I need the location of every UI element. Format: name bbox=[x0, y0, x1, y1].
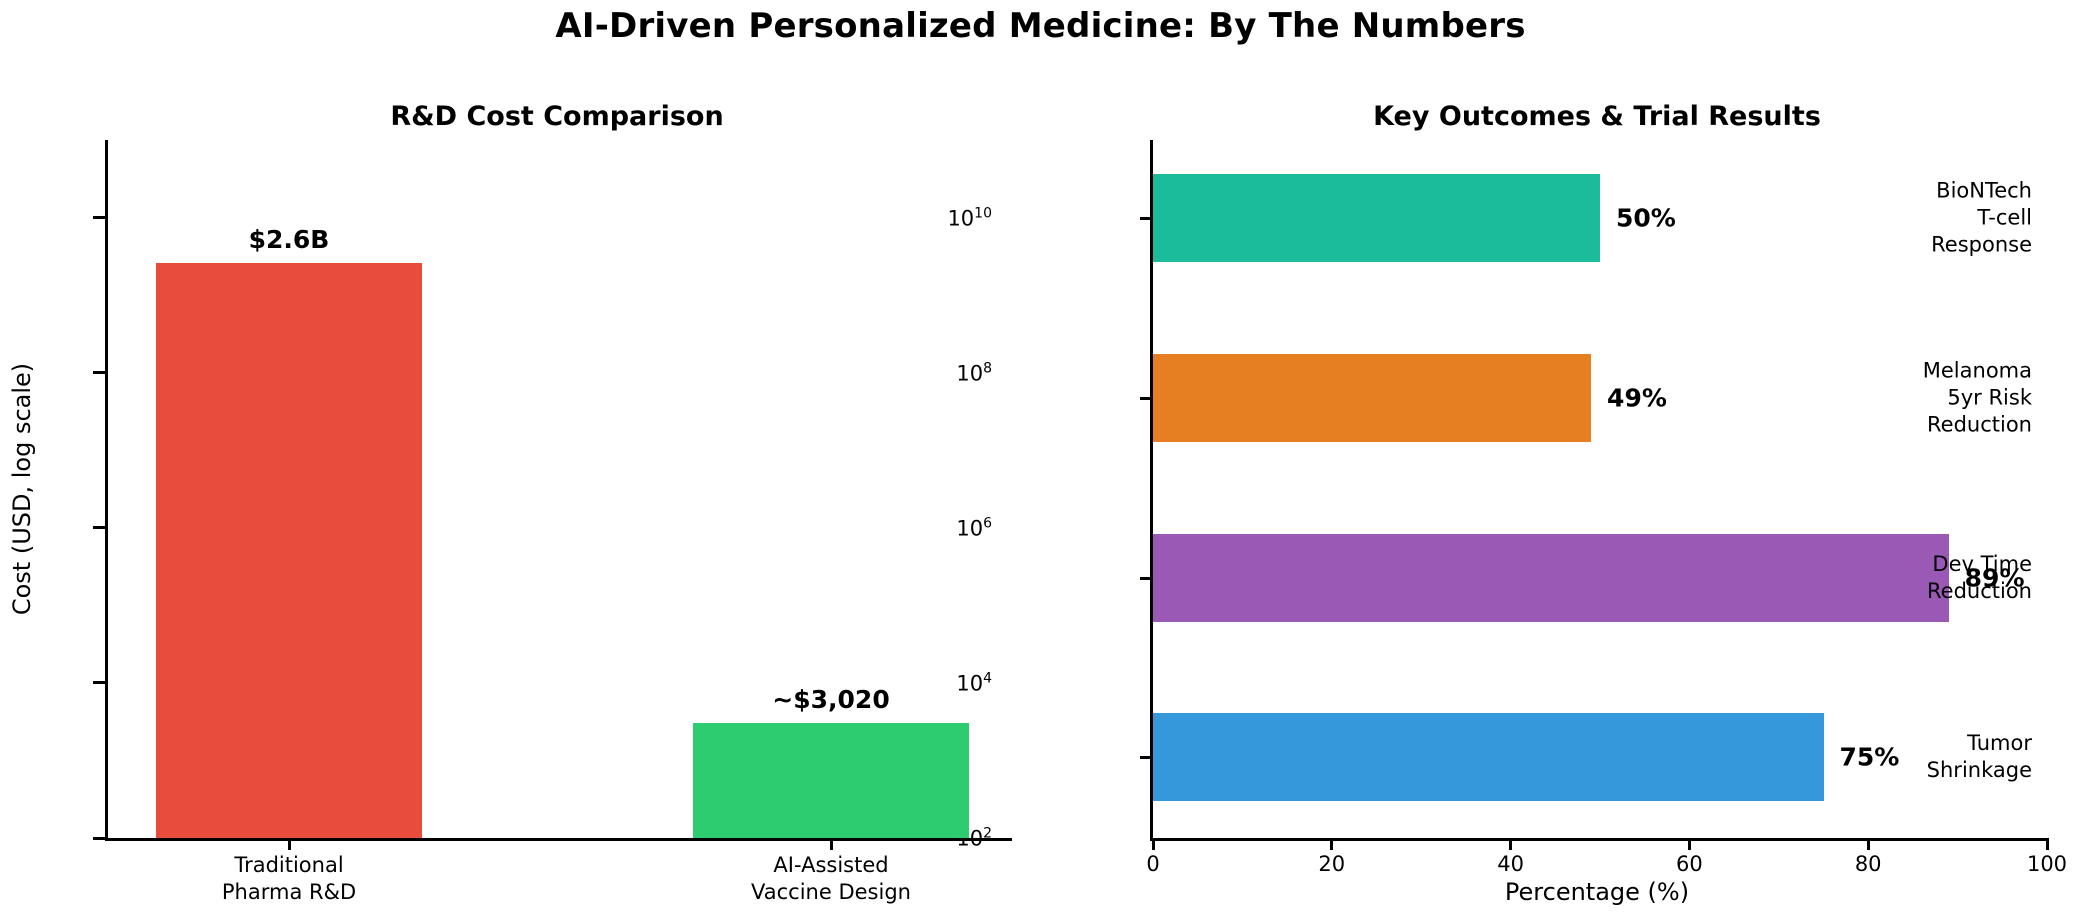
bar-percent-label: 50% bbox=[1616, 203, 1676, 233]
y-tick-mark bbox=[1140, 396, 1150, 400]
x-tick-mark bbox=[1687, 838, 1691, 850]
bar-percent-label: 49% bbox=[1607, 383, 1667, 413]
x-tick-mark bbox=[1509, 838, 1513, 850]
y-tick-label: 1010 bbox=[947, 205, 992, 231]
y-tick-mark bbox=[1140, 216, 1150, 220]
y-tick-label: 106 bbox=[956, 515, 992, 541]
y-category-label: Melanoma 5yr Risk Reduction bbox=[1922, 358, 2032, 437]
x-tick-mark bbox=[829, 838, 833, 850]
outcomes-axes: 0 20 40 60 80 100 50% BioNTech T-cell Response 49%… bbox=[1140, 140, 2067, 876]
y-category-label: Tumor Shrinkage bbox=[1926, 731, 2032, 782]
x-category-label: Traditional Pharma R&D bbox=[221, 853, 357, 904]
y-tick-mark bbox=[1140, 576, 1150, 580]
bar-value-label: $2.6B bbox=[248, 224, 330, 254]
figure-title: AI-Driven Personalized Medicine: By The … bbox=[555, 6, 1526, 46]
x-tick-label: 100 bbox=[2026, 852, 2068, 876]
y-category-label: Dev Time Reduction bbox=[1927, 552, 2032, 603]
y-tick-mark bbox=[93, 371, 105, 375]
bar-value-label: ~$3,020 bbox=[772, 685, 890, 715]
right-x-axis-label: Percentage (%) bbox=[1504, 878, 1690, 906]
x-tick-label: 80 bbox=[1854, 852, 1882, 876]
y-tick-mark bbox=[93, 836, 105, 840]
left-y-axis-label: Cost (USD, log scale) bbox=[8, 362, 36, 616]
bar-percent-label: 89% bbox=[1964, 563, 2025, 593]
y-tick-label: 104 bbox=[956, 670, 992, 696]
x-tick-mark bbox=[287, 838, 291, 850]
bar-percent-label: 75% bbox=[1839, 742, 1900, 772]
x-tick-mark bbox=[2045, 838, 2049, 850]
x-tick-mark bbox=[1151, 838, 1155, 850]
x-tick-label: 40 bbox=[1497, 852, 1524, 876]
outcome-bar bbox=[1153, 174, 1600, 262]
x-tick-label: 0 bbox=[1146, 852, 1160, 876]
cost-bar bbox=[693, 723, 969, 838]
cost-comparison-axes: 1010 108 106 104 102 $2.6B Traditional Pharma R… bbox=[93, 140, 1012, 904]
x-tick-mark bbox=[1866, 838, 1870, 850]
outcome-bar bbox=[1153, 713, 1824, 801]
x-tick-label: 20 bbox=[1318, 852, 1346, 876]
outcome-bar bbox=[1153, 354, 1592, 442]
y-tick-mark bbox=[1140, 755, 1150, 759]
x-tick-label: 60 bbox=[1676, 852, 1703, 876]
y-tick-mark bbox=[93, 526, 105, 530]
x-category-label: AI-Assisted Vaccine Design bbox=[751, 853, 911, 904]
y-tick-label: 108 bbox=[956, 360, 992, 386]
cost-bar bbox=[156, 262, 422, 838]
right-chart-title: Key Outcomes & Trial Results bbox=[1373, 101, 1821, 132]
outcome-bar bbox=[1153, 534, 1949, 622]
y-tick-mark bbox=[93, 681, 105, 685]
x-tick-mark bbox=[1330, 838, 1334, 850]
left-chart-title: R&D Cost Comparison bbox=[390, 101, 724, 132]
y-category-label: BioNTech T-cell Response bbox=[1931, 178, 2032, 257]
y-tick-mark bbox=[93, 216, 105, 220]
